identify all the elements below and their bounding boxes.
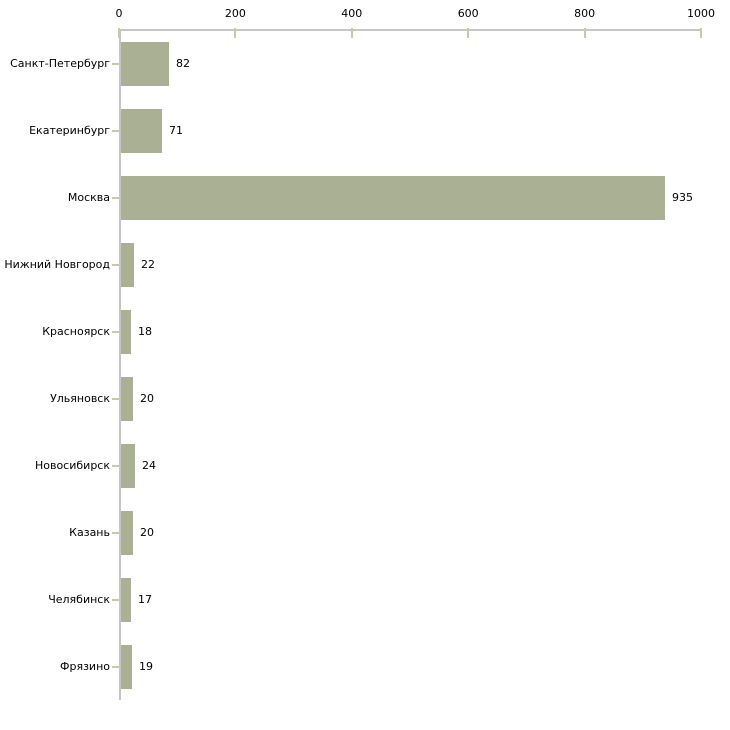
y-tick xyxy=(112,263,119,266)
bar xyxy=(121,175,665,220)
bar xyxy=(121,644,132,689)
category-label: Нижний Новгород xyxy=(4,257,110,271)
category-label: Екатеринбург xyxy=(29,123,110,137)
category-label: Новосибирск xyxy=(34,458,110,472)
x-axis-line xyxy=(119,29,702,31)
x-tick-label: 200 xyxy=(224,7,246,20)
x-tick-label: 800 xyxy=(574,7,596,20)
x-tick xyxy=(234,28,237,38)
y-tick xyxy=(112,330,119,333)
y-tick xyxy=(112,397,119,400)
y-tick xyxy=(112,129,119,132)
x-tick-label: 400 xyxy=(341,7,363,20)
value-label: 935 xyxy=(672,190,693,204)
y-axis-line xyxy=(119,30,121,700)
bar xyxy=(121,309,131,354)
value-label: 20 xyxy=(140,391,154,405)
value-label: 82 xyxy=(176,56,190,70)
x-tick xyxy=(583,28,586,38)
value-label: 20 xyxy=(140,525,154,539)
value-label: 19 xyxy=(139,659,153,673)
category-label: Москва xyxy=(67,190,110,204)
bar xyxy=(121,41,169,86)
bar xyxy=(121,443,135,488)
bar xyxy=(121,242,134,287)
x-tick-label: 600 xyxy=(457,7,479,20)
bar xyxy=(121,510,133,555)
value-label: 71 xyxy=(169,123,183,137)
y-tick xyxy=(112,464,119,467)
x-tick xyxy=(467,28,470,38)
y-tick xyxy=(112,196,119,199)
category-label: Красноярск xyxy=(42,324,110,338)
y-tick xyxy=(112,665,119,668)
category-label: Фрязино xyxy=(60,659,110,673)
bar xyxy=(121,376,133,421)
category-label: Челябинск xyxy=(48,592,110,606)
y-tick xyxy=(112,598,119,601)
x-tick xyxy=(700,28,702,38)
y-tick xyxy=(112,62,119,65)
value-label: 18 xyxy=(138,324,152,338)
category-label: Ульяновск xyxy=(50,391,110,405)
x-tick-label: 1000 xyxy=(687,7,715,20)
value-label: 24 xyxy=(142,458,156,472)
x-tick xyxy=(350,28,353,38)
bar xyxy=(121,577,131,622)
y-tick xyxy=(112,531,119,534)
value-label: 17 xyxy=(138,592,152,606)
value-label: 22 xyxy=(141,257,155,271)
category-label: Санкт-Петербург xyxy=(10,56,110,70)
category-label: Казань xyxy=(69,525,110,539)
bar xyxy=(121,108,162,153)
x-tick-label: 0 xyxy=(115,7,123,20)
x-tick xyxy=(118,28,120,38)
